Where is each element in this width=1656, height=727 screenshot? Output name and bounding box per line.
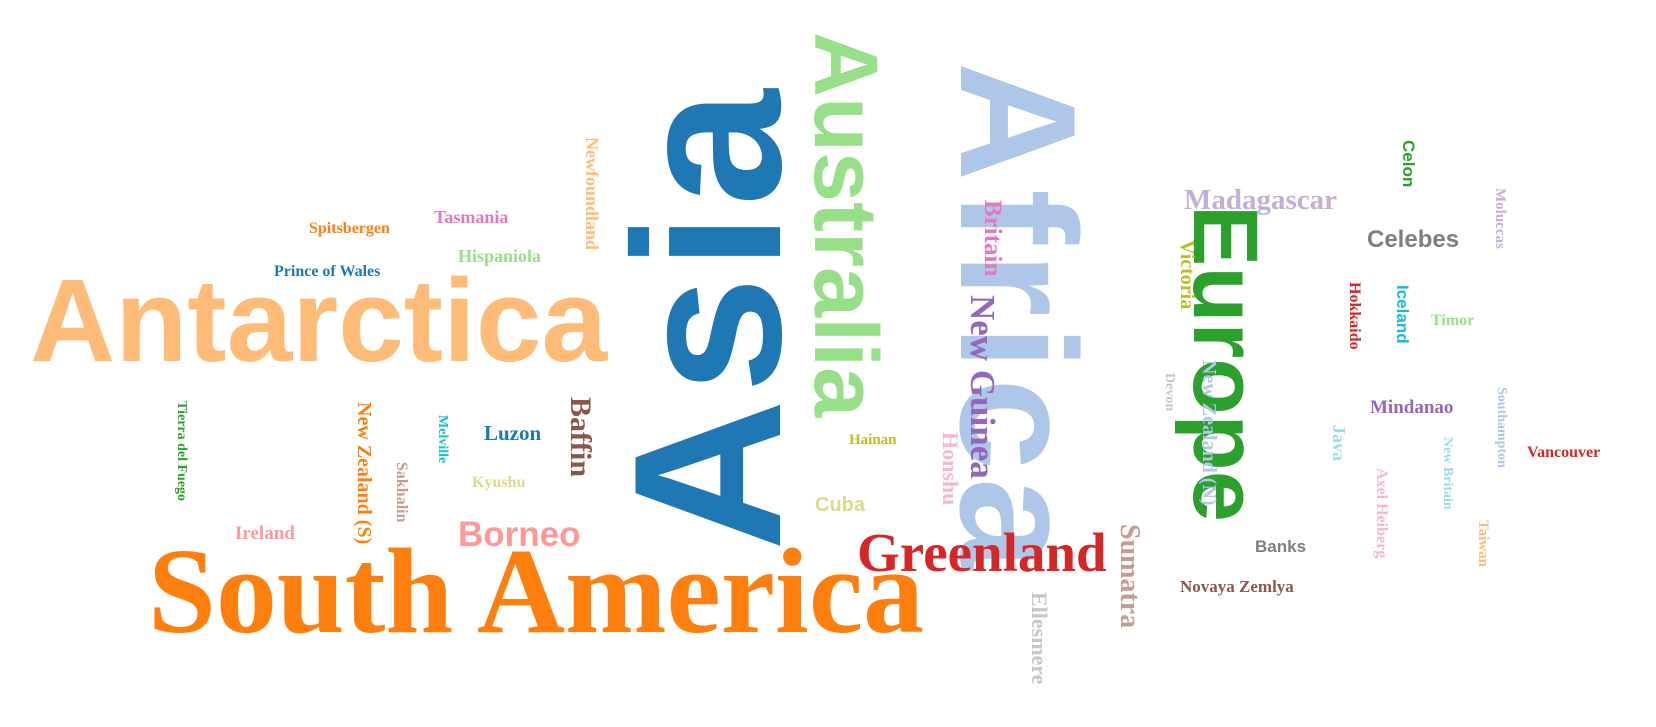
word-southampton: Southampton bbox=[1494, 387, 1509, 468]
word-sakhalin: Sakhalin bbox=[393, 462, 410, 523]
word-luzon: Luzon bbox=[484, 421, 542, 445]
word-devon: Devon bbox=[1162, 373, 1177, 412]
word-borneo: Borneo bbox=[458, 515, 581, 554]
word-celon: Celon bbox=[1399, 140, 1418, 188]
word-tasmania: Tasmania bbox=[434, 207, 509, 227]
word-honshu: Honshu bbox=[938, 432, 963, 506]
word-asia: Asia bbox=[590, 83, 825, 551]
word-madagascar: Madagascar bbox=[1184, 184, 1338, 216]
word-baffin: Baffin bbox=[564, 397, 597, 478]
word-timor: Timor bbox=[1431, 312, 1475, 329]
word-moluccas: Moluccas bbox=[1492, 188, 1508, 249]
word-ireland: Ireland bbox=[235, 523, 295, 544]
word-ellesmere: Ellesmere bbox=[1027, 592, 1052, 685]
word-greenland: Greenland bbox=[857, 522, 1107, 583]
word-new-zealand-n: New Zealand (N) bbox=[1198, 360, 1220, 506]
word-taiwan: Taiwan bbox=[1475, 520, 1491, 567]
word-australia: Australia bbox=[795, 32, 895, 418]
word-hispaniola: Hispaniola bbox=[458, 246, 542, 266]
word-cuba: Cuba bbox=[815, 494, 865, 516]
word-axel-heiberg: Axel Heiberg bbox=[1373, 468, 1390, 559]
word-java: Java bbox=[1329, 425, 1349, 461]
word-antarctica: Antarctica bbox=[30, 255, 608, 387]
word-vancouver: Vancouver bbox=[1527, 444, 1601, 461]
word-sumatra: Sumatra bbox=[1114, 524, 1145, 629]
word-iceland: Iceland bbox=[1393, 285, 1412, 344]
word-britain: Britain bbox=[979, 200, 1006, 277]
word-celebes: Celebes bbox=[1367, 226, 1460, 253]
word-kyushu: Kyushu bbox=[472, 474, 526, 491]
word-new-zealand-s: New Zealand (S) bbox=[353, 402, 375, 545]
word-prince-of-wales: Prince of Wales bbox=[274, 263, 381, 280]
word-tierra-del-fuego: Tierra del Fuego bbox=[174, 401, 189, 502]
word-victoria: Victoria bbox=[1176, 240, 1198, 310]
word-banks: Banks bbox=[1255, 537, 1307, 556]
word-new-guinea: New Guinea bbox=[963, 295, 1002, 479]
word-hokkaido: Hokkaido bbox=[1346, 282, 1363, 350]
word-spitsbergen: Spitsbergen bbox=[309, 220, 390, 237]
word-south-america: South America bbox=[148, 524, 925, 659]
word-mindanao: Mindanao bbox=[1370, 397, 1454, 418]
word-melville: Melville bbox=[435, 415, 450, 464]
word-newfoundland: Newfoundland bbox=[582, 137, 602, 251]
word-hainan: Hainan bbox=[849, 432, 897, 448]
word-novaya-zemlya: Novaya Zemlya bbox=[1180, 577, 1294, 596]
word-new-britain: New Britain bbox=[1440, 437, 1455, 510]
